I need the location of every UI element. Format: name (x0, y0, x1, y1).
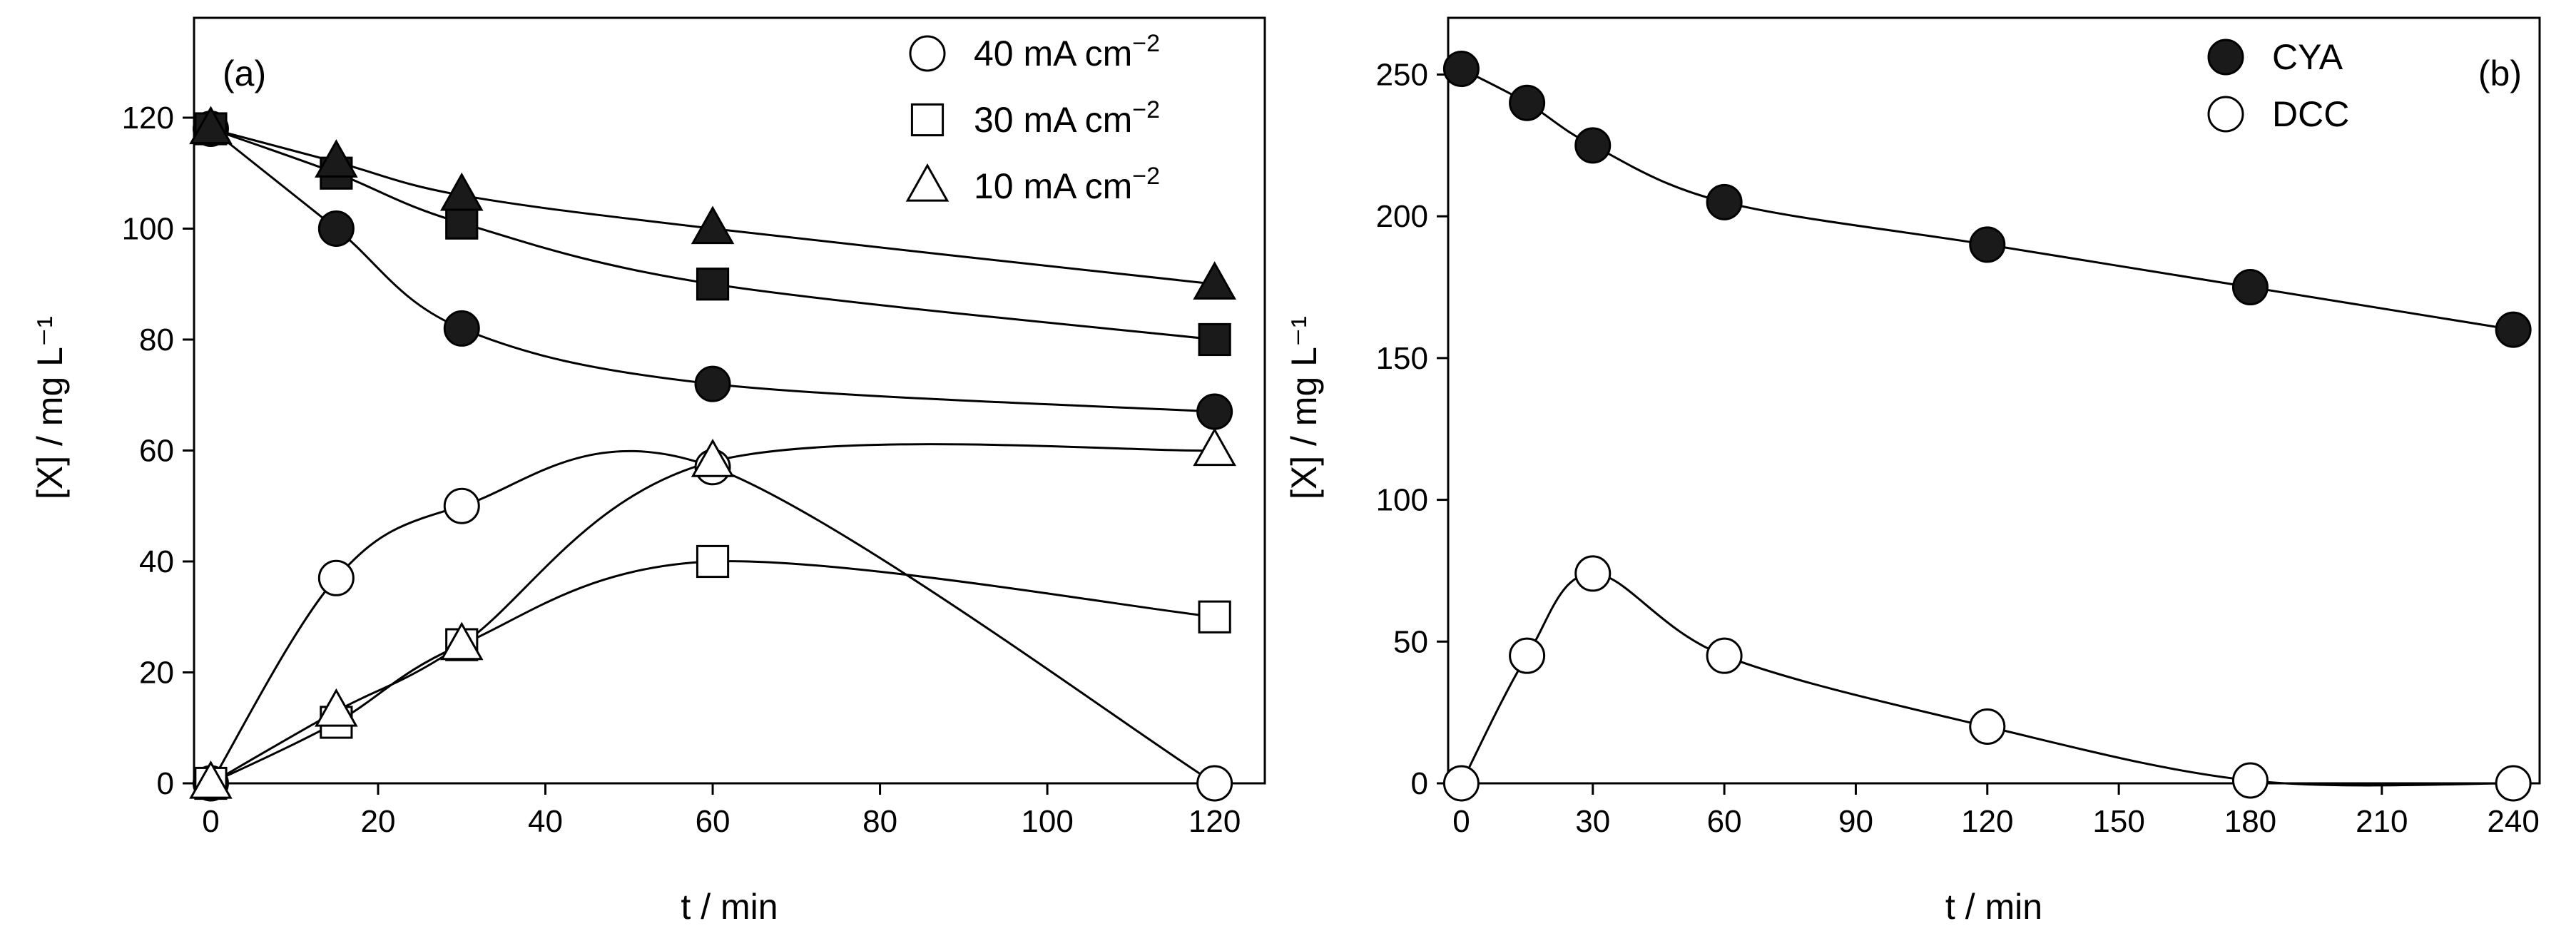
legend-label: 40 mA cm−2 (974, 30, 1160, 73)
x-axis-label: t / min (1945, 887, 2042, 927)
panel-label: (a) (223, 54, 266, 93)
x-tick-label: 150 (2092, 804, 2144, 839)
x-tick-label: 60 (696, 804, 730, 839)
y-tick-label: 250 (1376, 57, 1428, 92)
panel-a: 0 20 40 60 80 100 120 0 20 40 60 80 100 120 t / min [X]… (30, 16, 1266, 927)
data-point (1442, 51, 1480, 88)
plot-frame (193, 16, 1266, 785)
data-point (315, 688, 358, 727)
series-line (210, 128, 1215, 413)
data-point (2231, 762, 2269, 799)
legend-marker (909, 35, 946, 72)
x-tick-label: 120 (1961, 804, 2013, 839)
x-tick-label: 240 (2487, 804, 2539, 839)
x-tick-label: 20 (361, 804, 396, 839)
x-tick-label: 210 (2356, 804, 2408, 839)
data-point (439, 172, 484, 211)
data-point (1706, 183, 1743, 220)
y-tick-label: 200 (1376, 199, 1428, 234)
data-point (189, 106, 233, 145)
data-point (1198, 322, 1231, 357)
y-tick-label: 120 (122, 101, 174, 136)
data-point (1198, 600, 1231, 634)
legend-label: DCC (2272, 94, 2349, 134)
y-tick-label: 40 (139, 544, 174, 579)
series-line (210, 449, 1216, 785)
data-point (317, 210, 355, 247)
data-point (1196, 765, 1233, 802)
data-point (1193, 261, 1236, 300)
y-axis-label: [X] / mg L⁻¹ (30, 316, 70, 499)
legend-marker (910, 103, 945, 137)
data-point (2495, 765, 2532, 802)
data-point (691, 438, 735, 477)
data-point (1442, 765, 1480, 802)
y-tick-label: 0 (157, 766, 174, 801)
series-line (1460, 68, 2514, 331)
legend-marker (2207, 96, 2244, 133)
legend-label: 30 mA cm−2 (974, 96, 1160, 140)
x-tick-label: 0 (1452, 804, 1470, 839)
x-tick-label: 180 (2224, 804, 2276, 839)
data-point (1193, 427, 1236, 467)
data-point (1969, 226, 2006, 263)
x-tick-label: 30 (1575, 804, 1610, 839)
plot-frame (1447, 16, 2541, 785)
data-point (189, 760, 233, 799)
x-tick-label: 60 (1707, 804, 1742, 839)
series-line (1460, 572, 2514, 787)
y-axis-label: [X] / mg L⁻¹ (1284, 316, 1324, 499)
y-tick-label: 100 (1376, 483, 1428, 518)
data-point (691, 205, 735, 245)
x-axis-label: t / min (681, 887, 778, 927)
x-tick-label: 90 (1838, 804, 1873, 839)
x-tick-label: 40 (528, 804, 563, 839)
data-point (1969, 708, 2006, 746)
data-point (1509, 84, 1546, 121)
data-point (694, 365, 731, 402)
y-tick-label: 150 (1376, 341, 1428, 376)
data-point (445, 206, 479, 240)
data-point (2231, 269, 2269, 306)
data-point (1574, 127, 1612, 164)
y-tick-label: 50 (1393, 624, 1428, 659)
x-tick-label: 120 (1188, 804, 1241, 839)
panel-b: 0 30 60 90 120 150 180 210 240 0 50 100 150 200 250 t /… (1284, 16, 2541, 927)
series-line (210, 443, 1215, 785)
y-tick-label: 60 (139, 433, 174, 468)
data-point (2495, 311, 2532, 348)
data-point (443, 310, 480, 347)
data-point (1196, 393, 1233, 430)
y-tick-label: 80 (139, 322, 174, 357)
y-tick-label: 100 (122, 211, 174, 246)
series-line (210, 560, 1215, 785)
x-tick-label: 80 (862, 804, 897, 839)
data-point (439, 621, 484, 661)
legend-marker (2207, 39, 2244, 76)
data-point (696, 268, 730, 301)
panel-label: (b) (2478, 54, 2522, 93)
data-point (315, 139, 358, 178)
x-tick-label: 0 (202, 804, 219, 839)
data-point (443, 487, 480, 524)
data-point (1706, 637, 1743, 674)
data-point (1574, 555, 1612, 592)
legend-marker (905, 163, 950, 202)
y-tick-label: 20 (139, 655, 174, 690)
data-point (1509, 637, 1546, 674)
y-tick-label: 0 (1411, 766, 1428, 801)
data-point (317, 559, 355, 596)
data-point (696, 544, 730, 579)
x-tick-label: 100 (1021, 804, 1073, 839)
legend-label: 10 mA cm−2 (974, 163, 1160, 206)
legend-label: CYA (2272, 37, 2343, 77)
